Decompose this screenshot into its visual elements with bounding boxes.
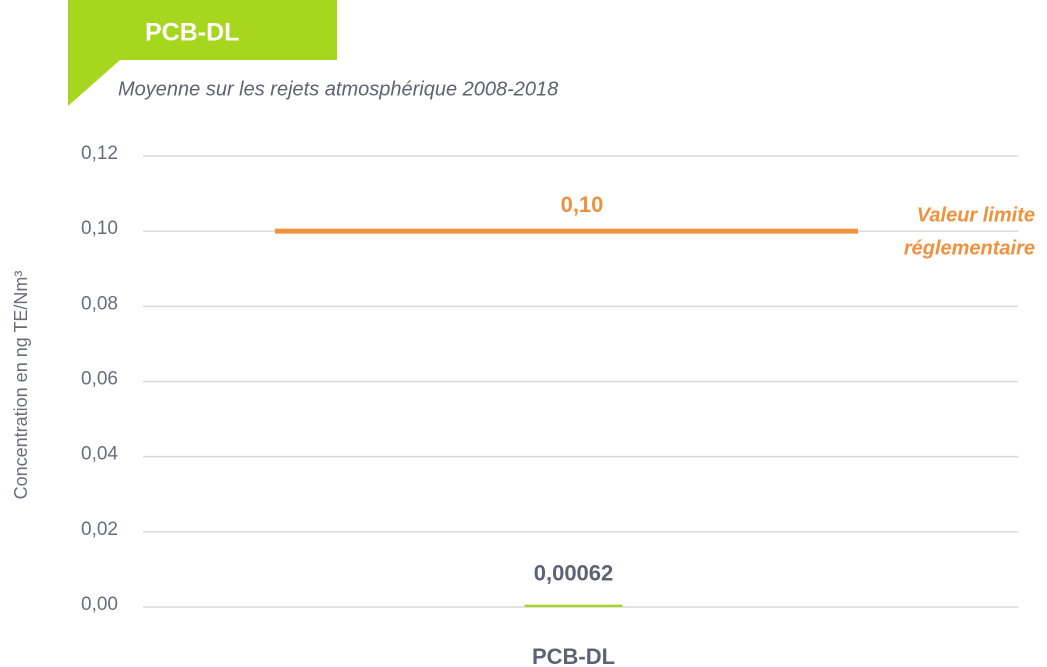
reference-value-label: 0,10 [561,192,604,217]
subtitle: Moyenne sur les rejets atmosphérique 200… [118,78,558,100]
reference-label: Valeur limite [917,204,1035,226]
y-tick-label: 0,06 [81,369,118,390]
y-tick-label: 0,10 [81,218,118,239]
y-axis-label: Concentration en ng TE/Nm³ [11,271,31,500]
y-tick-label: 0,00 [81,594,118,615]
value-label: 0,00062 [534,560,614,585]
reference-label: réglementaire [904,237,1035,259]
bar [524,604,623,607]
y-tick-label: 0,02 [81,519,118,540]
title-badge [68,0,337,60]
badge-fold [68,60,120,106]
y-tick-label: 0,12 [81,143,118,164]
chart-title: PCB-DL [145,19,239,47]
y-tick-label: 0,04 [81,444,118,465]
x-tick-label: PCB-DL [532,644,615,667]
y-tick-label: 0,08 [81,293,118,314]
